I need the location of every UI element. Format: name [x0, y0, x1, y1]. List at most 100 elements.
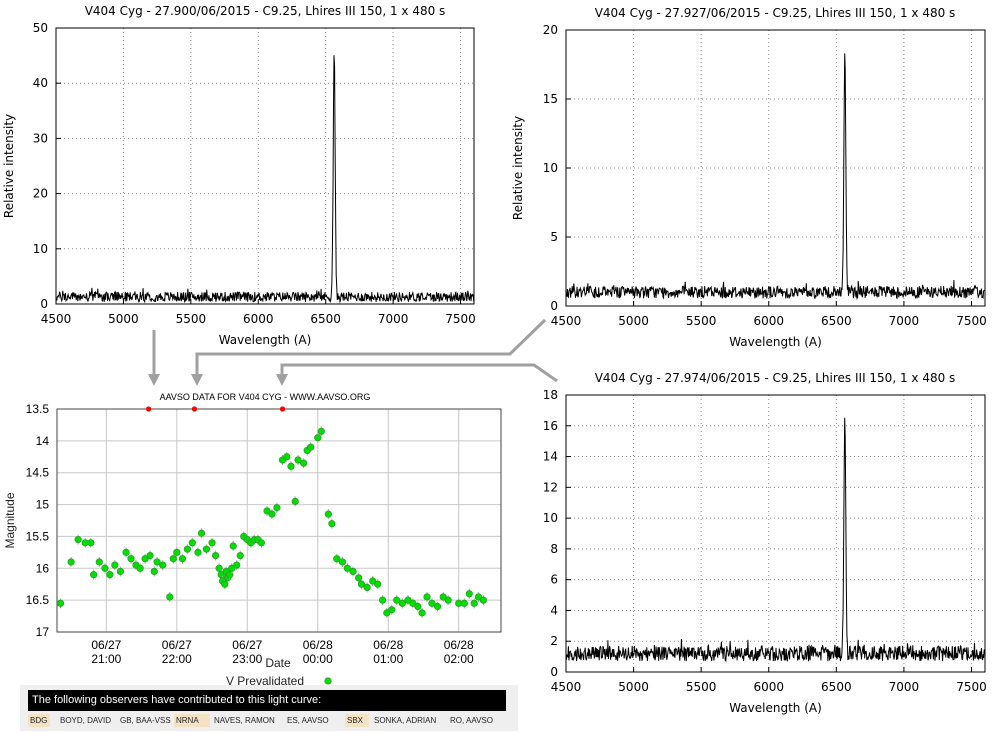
aavso-data-point [404, 596, 412, 604]
x-tick-label: 5500 [686, 680, 717, 694]
y-axis-label: Relative intensity [511, 116, 525, 220]
aavso-y-tick-label: 16.5 [26, 593, 50, 607]
aavso-x-tick-date: 06/27 [91, 638, 121, 652]
aavso-data-point [56, 599, 65, 607]
observers-header: The following observers have contributed… [28, 690, 506, 711]
aavso-data-point [208, 539, 216, 547]
aavso-data-point [307, 443, 315, 451]
aavso-data-point [444, 596, 452, 604]
x-tick-label: 7000 [378, 312, 409, 326]
aavso-data-point [363, 583, 371, 592]
aavso-title: AAVSO DATA FOR V404 CYG - WWW.AAVSO.ORG [160, 392, 371, 402]
aavso-data-point [173, 548, 181, 556]
aavso-data-point [291, 497, 299, 505]
spectrum-line [566, 53, 986, 301]
aavso-data-point [317, 427, 325, 435]
y-tick-label: 10 [33, 242, 48, 256]
x-tick-label: 5500 [176, 312, 207, 326]
y-tick-label: 12 [543, 480, 558, 494]
x-tick-label: 5000 [618, 680, 649, 694]
aavso-data-point [378, 596, 387, 604]
aavso-x-tick-date: 06/28 [373, 638, 403, 652]
x-axis-label: Wavelength (A) [729, 335, 822, 349]
aavso-data-point [300, 459, 308, 467]
aavso-data-point [257, 539, 265, 547]
aavso-data-point [314, 434, 322, 442]
arrow-head-3 [276, 374, 288, 386]
spectrum-time-marker [146, 406, 152, 412]
x-axis-label: Wavelength (A) [729, 701, 822, 715]
plot-frame [565, 29, 986, 307]
x-tick-label: 4500 [551, 314, 582, 328]
aavso-data-point [369, 577, 377, 585]
y-tick-label: 20 [33, 187, 48, 201]
aavso-x-tick-date: 06/27 [232, 638, 262, 652]
x-tick-label: 7500 [956, 314, 987, 328]
observer-name-sonka: SONKA, ADRIAN [374, 716, 437, 725]
y-tick-label: 18 [543, 388, 558, 402]
aavso-data-point [433, 602, 442, 611]
aavso-data-point [383, 609, 391, 617]
chart-title: V404 Cyg - 27.900/06/2015 - C9.25, Lhire… [85, 4, 446, 18]
y-tick-label: 0 [550, 299, 558, 313]
observers-list: BDG BOYD, DAVID GB, BAA-VSS NRNA NAVES, … [28, 714, 506, 728]
aavso-data-point [202, 545, 211, 553]
y-tick-label: 14 [543, 450, 558, 464]
aavso-data-point [197, 529, 206, 537]
y-axis-label: Relative intensity [2, 114, 16, 218]
aavso-y-tick-label: 17 [36, 625, 50, 639]
y-tick-label: 20 [543, 23, 558, 37]
aavso-data-point [183, 545, 191, 553]
aavso-data-point [349, 567, 357, 576]
aavso-data-point [357, 580, 366, 588]
y-tick-label: 10 [543, 161, 558, 175]
aavso-data-point [388, 606, 396, 614]
aavso-data-point [188, 539, 196, 547]
y-tick-label: 10 [543, 511, 558, 525]
aavso-data-point [287, 462, 295, 470]
y-tick-label: 16 [543, 419, 558, 433]
observer-name-gb: GB, BAA-VSS [120, 716, 171, 725]
aavso-data-point [268, 510, 276, 518]
spectrum-time-marker [191, 406, 198, 412]
aavso-data-point [178, 555, 187, 563]
aavso-data-point [439, 593, 447, 601]
aavso-y-tick-label: 13.5 [26, 402, 50, 416]
observer-code-sbx: SBX [345, 714, 369, 727]
aavso-data-point [470, 599, 478, 607]
x-tick-label: 5000 [108, 312, 139, 326]
aavso-data-point [136, 564, 144, 572]
x-tick-label: 6500 [821, 314, 852, 328]
aavso-x-tick-time: 21:00 [91, 652, 121, 666]
aavso-plot-frame [56, 408, 502, 633]
aavso-data-point [338, 558, 347, 566]
aavso-x-tick-date: 06/28 [444, 638, 474, 652]
plot-frame [55, 27, 475, 305]
aavso-data-point [418, 609, 426, 617]
aavso-x-tick-time: 02:00 [444, 652, 474, 666]
chart-title: V404 Cyg - 27.927/06/2015 - C9.25, Lhire… [595, 6, 956, 20]
aavso-data-point [228, 564, 236, 572]
aavso-data-point [153, 558, 161, 566]
observer-name-ro: RO, AAVSO [450, 716, 493, 725]
aavso-data-point [423, 593, 431, 601]
aavso-y-tick-label: 14 [36, 434, 50, 448]
spectrum-time-marker [279, 406, 286, 412]
observer-name-boyd: BOYD, DAVID [60, 716, 111, 725]
observer-name-naves: NAVES, RAMON [214, 716, 275, 725]
aavso-data-point [409, 599, 417, 607]
aavso-data-point [215, 564, 223, 572]
aavso-data-point [263, 507, 271, 515]
aavso-data-point [474, 593, 483, 601]
x-tick-label: 7000 [889, 680, 920, 694]
plot-frame [565, 394, 986, 673]
aavso-x-tick-time: 01:00 [373, 652, 403, 666]
aavso-data-point [414, 602, 422, 611]
aavso-data-point [95, 558, 103, 566]
aavso-x-tick-time: 00:00 [303, 652, 333, 666]
aavso-data-point [159, 561, 167, 569]
y-tick-label: 0 [550, 665, 558, 679]
x-tick-label: 7500 [956, 680, 987, 694]
x-tick-label: 7000 [889, 314, 920, 328]
